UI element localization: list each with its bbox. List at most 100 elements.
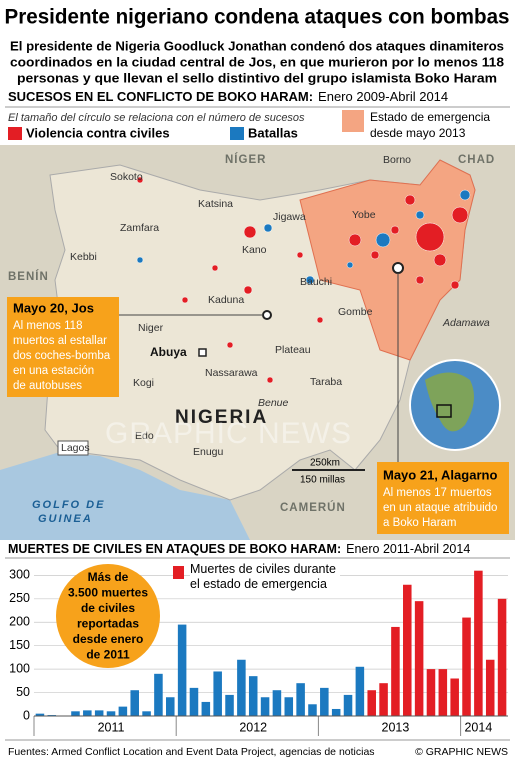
state-label: Kogi xyxy=(133,377,154,389)
subtitle: coordinados en la ciudad central de Jos,… xyxy=(10,54,504,69)
callout-title: Mayo 21, Alagarno xyxy=(383,467,497,482)
state-label: Nassarawa xyxy=(205,367,258,379)
bar xyxy=(355,666,365,716)
event xyxy=(305,275,315,285)
subtitle: El presidente de Nigeria Goodluck Jonath… xyxy=(10,38,504,53)
x-tick-label: 2012 xyxy=(239,720,267,734)
state-label: Adamawa xyxy=(442,317,490,329)
bar xyxy=(201,701,211,716)
y-tick-label: 150 xyxy=(9,638,30,652)
event xyxy=(136,256,144,264)
event xyxy=(266,376,274,384)
annotation-text: desde enero xyxy=(73,632,144,646)
capital-label: Abuya xyxy=(150,345,187,359)
heading: SUCESOS EN EL CONFLICTO DE BOKO HARAM: xyxy=(8,89,313,104)
callout-text: Al menos 118 xyxy=(13,320,82,332)
sea-label: GOLFO DE xyxy=(32,499,105,511)
state-label: Plateau xyxy=(275,344,311,356)
event xyxy=(243,285,253,295)
chart-subtitle: Enero 2011-Abril 2014 xyxy=(346,542,470,556)
size-note: El tamaño del círculo se relaciona con e… xyxy=(8,112,305,124)
y-tick-label: 0 xyxy=(23,708,30,722)
state-label: Kano xyxy=(242,244,267,256)
bar xyxy=(272,690,282,716)
bar xyxy=(106,711,116,716)
event xyxy=(243,225,257,239)
bar xyxy=(35,713,45,716)
state-label: Kebbi xyxy=(70,251,97,263)
event xyxy=(433,253,447,267)
bar xyxy=(485,659,495,716)
event xyxy=(181,296,189,304)
bar xyxy=(403,584,412,716)
emergency-zone xyxy=(299,159,476,361)
label-box xyxy=(57,440,89,456)
bar xyxy=(142,711,151,716)
title: Presidente nigeriano condena ataques con… xyxy=(5,6,510,29)
events xyxy=(61,176,469,449)
country-label: NÍGER xyxy=(225,153,266,166)
legend-swatch xyxy=(8,127,22,140)
scale-label: 150 millas xyxy=(300,475,345,486)
bar xyxy=(426,669,436,716)
state-label: Niger xyxy=(138,322,164,334)
event xyxy=(346,261,354,269)
callout-text: a Boko Haram xyxy=(383,517,457,529)
event xyxy=(450,280,460,290)
state-label: Jigawa xyxy=(273,211,306,223)
state-label: Yobe xyxy=(352,209,376,221)
jos-marker xyxy=(262,310,272,320)
callout xyxy=(7,297,119,397)
event xyxy=(415,275,425,285)
callout-text: muertos al estallar xyxy=(13,335,107,347)
annotation-text: de 2011 xyxy=(86,648,130,662)
callout-text: en una estación xyxy=(13,365,94,377)
bar xyxy=(331,708,341,716)
state-label: Bauchi xyxy=(300,276,332,288)
bar xyxy=(343,694,353,716)
state-label: Enugu xyxy=(193,446,224,458)
credit: © GRAPHIC NEWS xyxy=(415,746,508,758)
state-label: Benue xyxy=(258,397,289,409)
bar xyxy=(189,687,199,716)
bar xyxy=(177,624,187,716)
state-label: Katsina xyxy=(198,198,233,210)
callout-text: de autobuses xyxy=(13,380,82,392)
state-label: Borno xyxy=(383,154,411,166)
y-tick-label: 200 xyxy=(9,615,30,629)
y-tick-label: 300 xyxy=(9,568,30,582)
country-label: CHAD xyxy=(458,154,495,166)
legend-swatch xyxy=(230,127,244,140)
callout-text: dos coches-bomba xyxy=(13,350,111,362)
event xyxy=(263,223,273,233)
bar xyxy=(497,598,507,716)
bar xyxy=(248,676,258,716)
bar xyxy=(237,659,246,716)
map-heading: SUCESOS EN EL CONFLICTO DE BOKO HARAM: En… xyxy=(8,89,448,104)
state-label: Edo xyxy=(135,430,154,442)
event xyxy=(451,206,469,224)
annotation-text: reportadas xyxy=(77,617,139,631)
bar xyxy=(225,694,234,716)
legend-box: Muertes de civiles durante el estado de … xyxy=(190,562,340,592)
state-label: Zamfara xyxy=(120,222,159,234)
bar xyxy=(260,697,270,716)
callout-text: Al menos 17 muertos xyxy=(383,487,492,499)
y-tick-label: 50 xyxy=(16,685,30,699)
state-label: Sokoto xyxy=(110,171,143,183)
event xyxy=(415,210,425,220)
y-tick-label: 250 xyxy=(9,591,30,605)
annotation-text: Más de xyxy=(88,570,129,584)
annotation-bubble xyxy=(56,564,160,668)
legend-label: desde mayo 2013 xyxy=(370,126,466,140)
bar xyxy=(154,673,163,716)
sea-label: GUINEA xyxy=(38,513,93,525)
bar xyxy=(130,690,139,716)
bar xyxy=(166,697,175,716)
globe-land xyxy=(425,372,474,432)
x-tick-label: 2013 xyxy=(382,720,410,734)
state-label: Gombe xyxy=(338,306,373,318)
bar xyxy=(462,617,471,716)
legend-label: Batallas xyxy=(248,125,298,140)
legend-label: Violencia contra civiles xyxy=(26,125,170,140)
